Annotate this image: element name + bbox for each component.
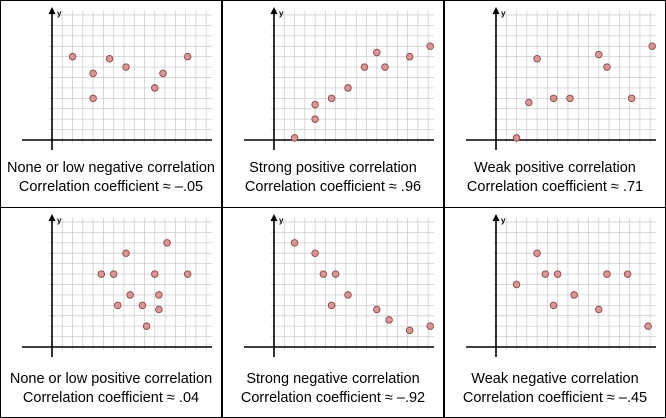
scatter-plot: xy [244,214,434,357]
data-point [385,316,393,324]
data-point [603,270,611,278]
data-point [566,94,574,103]
scatter-plot: xy [22,7,212,150]
data-point [373,48,381,57]
data-point [155,305,163,314]
data-point [97,270,106,278]
data-point [122,249,130,258]
data-point [159,69,167,78]
data-point [603,63,611,71]
data-point [311,115,319,123]
y-axis-label: y [279,216,284,225]
data-point [405,52,414,61]
chart-panel-4: xy None or low positive correlation Correl… [0,207,222,418]
data-point [553,270,562,278]
chart-panel-3: xy Weak positive correlation Correlation c… [444,0,666,208]
chart-panel-1: xy None or low negative correlation Correl… [0,0,222,208]
data-point [163,239,171,247]
data-point [122,63,130,71]
data-point [627,94,636,103]
data-point [426,42,434,51]
data-point [68,52,77,61]
y-axis-arrowhead [492,214,500,221]
y-axis-label: y [501,9,506,18]
y-axis-arrowhead [48,214,56,221]
data-point [290,239,299,247]
y-axis-arrowhead [48,7,56,14]
scatter-plot: xy [22,214,212,357]
data-point [549,94,558,103]
data-point [290,134,299,142]
y-axis-label: y [57,9,62,18]
data-point [138,301,147,310]
data-point [319,270,328,278]
data-point [373,305,381,314]
data-point [327,94,336,103]
correlation-type-caption: None or low positive correlation [9,371,213,387]
correlation-coefficient-caption: Correlation coefficient ≈ –.92 [240,390,426,406]
y-axis-label: y [57,216,62,225]
chart-panel-2: xy Strong positive correlation Correlation… [222,0,444,208]
data-point [183,270,192,278]
y-axis-arrowhead [270,214,278,221]
data-point [126,291,134,299]
correlation-coefficient-caption: Correlation coefficient ≈ .04 [22,390,200,406]
data-point [549,301,558,310]
data-point [595,305,603,314]
correlation-type-caption: Weak positive correlation [474,160,636,176]
chart-panel-5: xy Strong negative correlation Correlation… [222,207,444,418]
data-point [525,98,533,107]
data-point [344,84,352,92]
data-point [405,326,414,335]
data-point [426,322,434,330]
correlation-coefficient-caption: Correlation coefficient ≈ .96 [244,179,422,195]
data-point [142,322,151,330]
data-point [311,100,319,109]
data-point [109,270,118,278]
data-point [89,69,97,78]
y-axis-label: y [501,216,506,225]
data-point [360,63,369,71]
data-point [381,63,389,71]
data-point [595,50,603,59]
correlation-coefficient-caption: Correlation coefficient ≈ .71 [466,179,644,195]
correlation-coefficient-caption: Correlation coefficient ≈ –.05 [18,179,204,195]
data-point [644,322,652,330]
data-point [151,84,159,92]
data-point [533,249,541,258]
data-point [512,280,521,289]
correlation-type-caption: Strong positive correlation [249,160,417,176]
data-point [89,94,97,103]
data-point [533,55,541,63]
correlation-coefficient-caption: Correlation coefficient ≈ –.45 [462,390,648,406]
data-point [151,270,159,278]
data-point [344,291,352,299]
correlation-type-caption: None or low negative correlation [7,160,215,176]
data-point [311,249,319,258]
data-point [327,301,336,310]
correlation-type-caption: Strong negative correlation [246,371,420,387]
data-point [331,270,340,278]
data-point [105,55,114,63]
chart-panel-6: xy Weak negative correlation Correlation c… [444,207,666,418]
data-point [623,270,632,278]
scatter-plot: xy [244,7,434,150]
data-point [183,52,192,61]
data-point [114,301,122,310]
scatter-plot: xy [466,214,656,357]
scatter-plot: xy [466,7,656,150]
data-point [512,134,521,142]
data-point [155,291,163,299]
correlation-type-caption: Weak negative correlation [471,371,639,387]
y-axis-label: y [279,9,284,18]
y-axis-arrowhead [270,7,278,14]
data-point [570,291,578,299]
data-point [648,42,656,51]
y-axis-arrowhead [492,7,500,14]
data-point [541,270,550,278]
